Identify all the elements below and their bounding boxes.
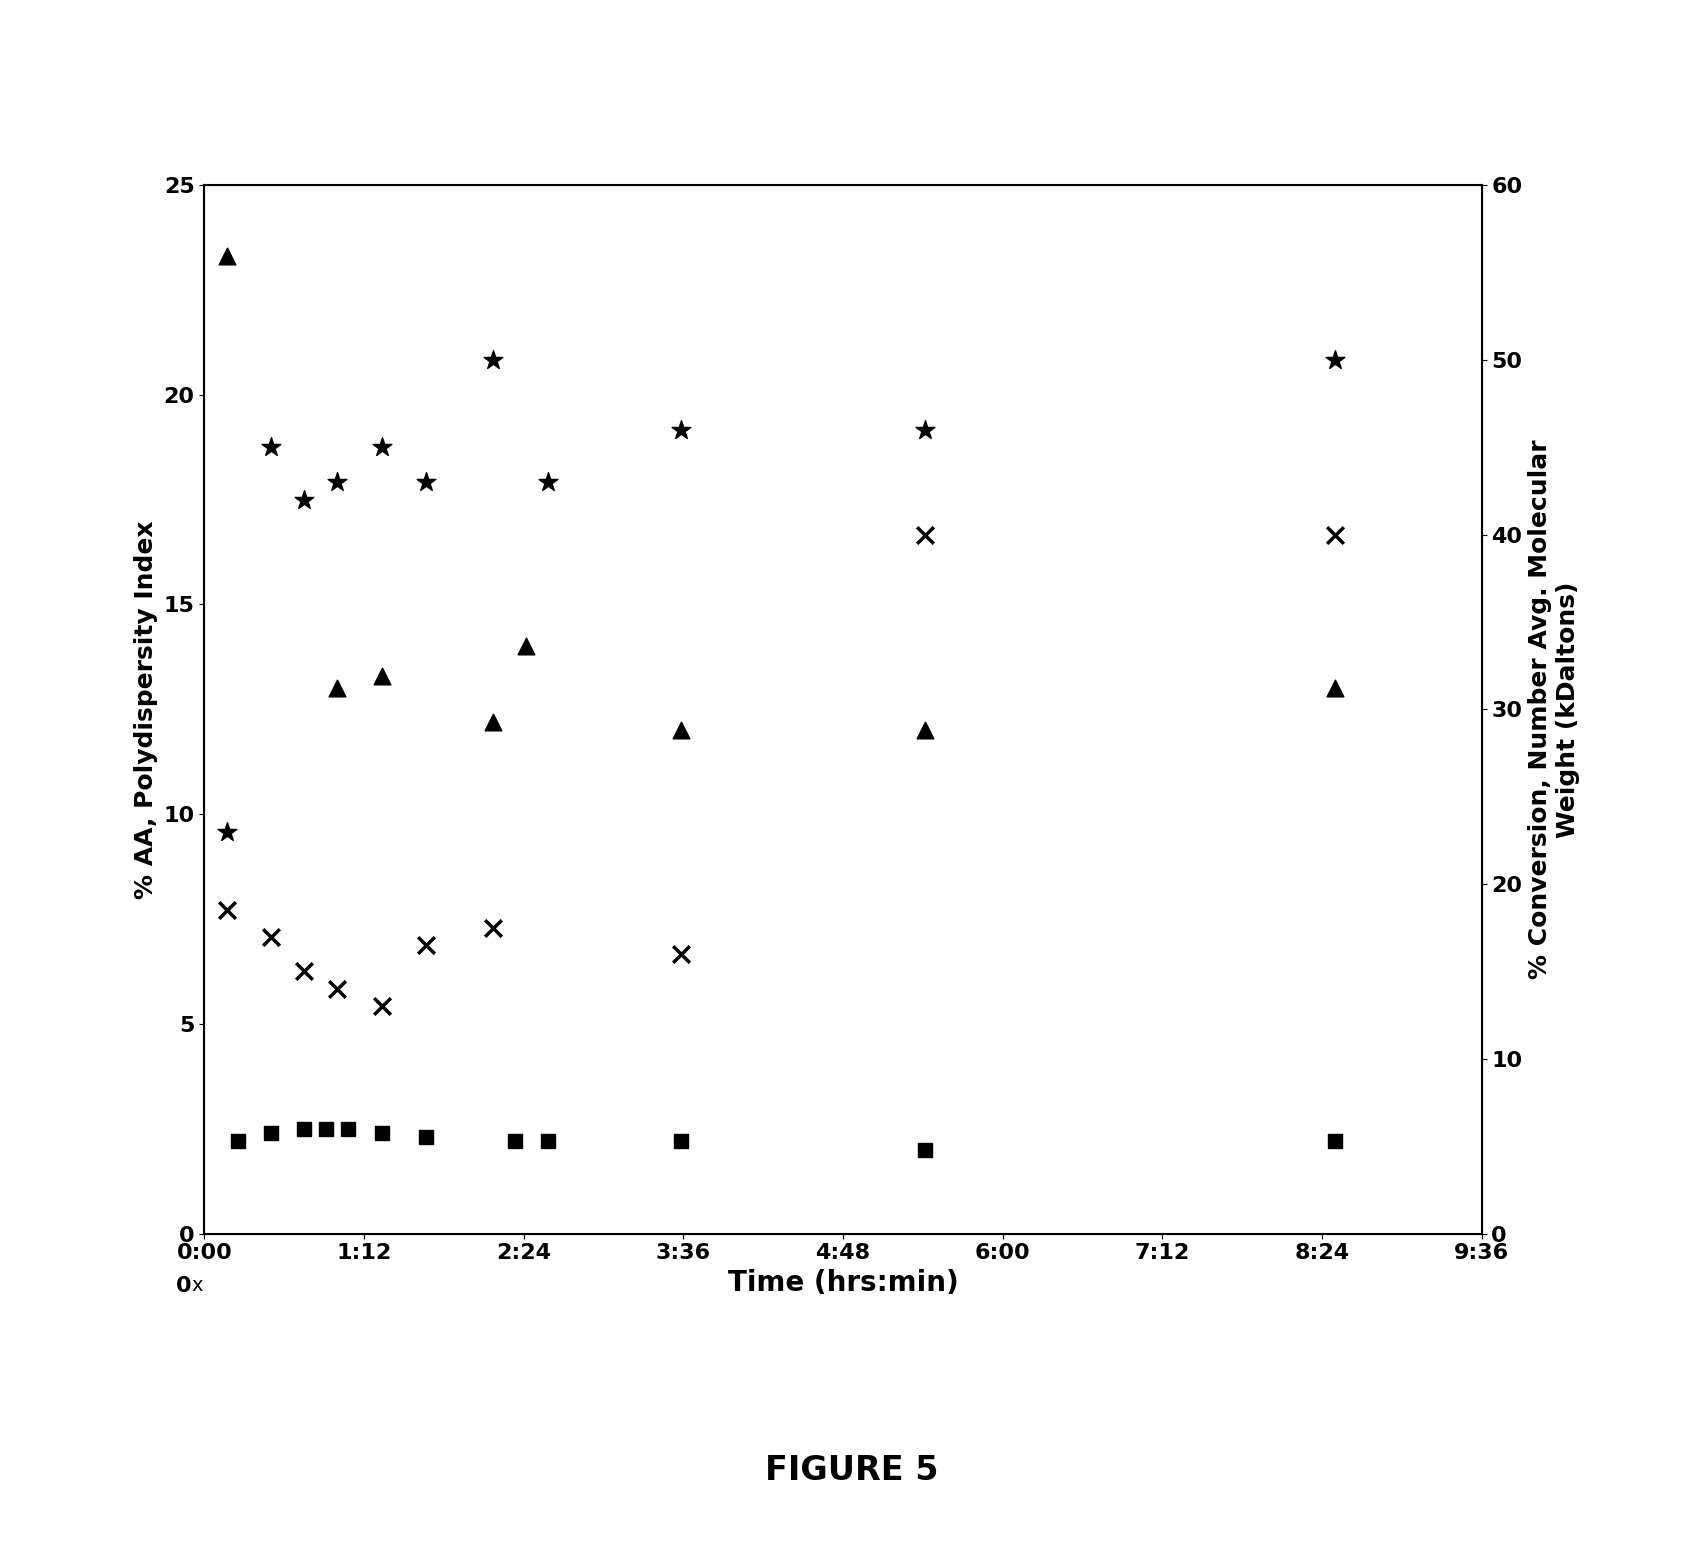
% AA xyxy=(911,719,938,743)
Number Avg. MW xyxy=(412,933,439,958)
Polydispersity Index xyxy=(1322,1129,1349,1153)
Number Avg. MW xyxy=(911,523,938,547)
X-axis label: Time (hrs:min): Time (hrs:min) xyxy=(727,1269,959,1297)
% Conversion xyxy=(324,470,351,495)
Polydispersity Index xyxy=(668,1129,695,1153)
Y-axis label: % Conversion, Number Avg. Molecular
Weight (kDaltons): % Conversion, Number Avg. Molecular Weig… xyxy=(1528,439,1580,979)
Polydispersity Index xyxy=(501,1129,528,1153)
Number Avg. MW xyxy=(479,916,506,941)
% Conversion xyxy=(535,470,562,495)
% Conversion xyxy=(291,487,318,512)
% Conversion xyxy=(213,819,240,843)
% AA xyxy=(1322,675,1349,700)
Number Avg. MW xyxy=(668,942,695,967)
Polydispersity Index xyxy=(313,1116,341,1141)
% Conversion xyxy=(911,418,938,443)
Polydispersity Index xyxy=(911,1138,938,1163)
Polydispersity Index xyxy=(225,1129,252,1153)
% AA xyxy=(213,244,240,268)
Number Avg. MW xyxy=(368,995,395,1019)
% AA xyxy=(513,634,540,658)
% Conversion xyxy=(257,435,284,460)
Number Avg. MW xyxy=(1322,523,1349,547)
Text: x: x xyxy=(191,1275,203,1295)
% AA xyxy=(668,719,695,743)
Text: 0: 0 xyxy=(175,1275,191,1295)
% Conversion xyxy=(479,347,506,372)
% Conversion xyxy=(1322,347,1349,372)
Polydispersity Index xyxy=(291,1116,318,1141)
% AA xyxy=(479,709,506,734)
% AA xyxy=(324,675,351,700)
Number Avg. MW xyxy=(291,959,318,984)
% Conversion xyxy=(668,418,695,443)
Polydispersity Index xyxy=(535,1129,562,1153)
Polydispersity Index xyxy=(412,1124,439,1149)
% AA xyxy=(368,663,395,688)
Number Avg. MW xyxy=(257,924,284,948)
% Conversion xyxy=(368,435,395,460)
Number Avg. MW xyxy=(213,897,240,922)
Number Avg. MW xyxy=(324,976,351,1001)
Y-axis label: % AA, Polydispersity Index: % AA, Polydispersity Index xyxy=(135,520,158,899)
Text: FIGURE 5: FIGURE 5 xyxy=(765,1454,938,1488)
Polydispersity Index xyxy=(257,1121,284,1146)
% Conversion xyxy=(412,470,439,495)
Polydispersity Index xyxy=(368,1121,395,1146)
Polydispersity Index xyxy=(335,1116,363,1141)
